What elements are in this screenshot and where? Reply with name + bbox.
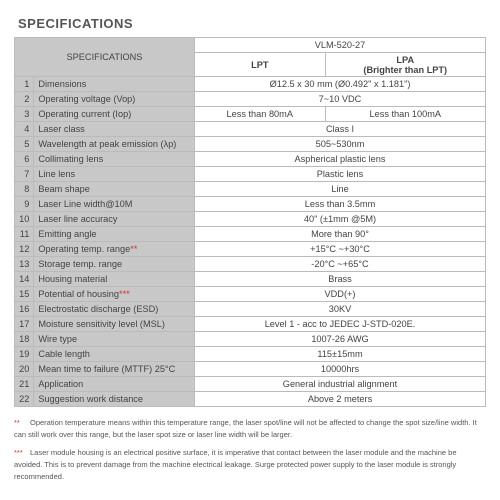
table-row: 7Line lensPlastic lens — [15, 167, 486, 182]
row-number: 7 — [15, 167, 34, 182]
row-number: 11 — [15, 227, 34, 242]
row-label: Collimating lens — [34, 152, 195, 167]
row-label: Laser class — [34, 122, 195, 137]
table-row: 10Laser line accuracy40" (±1mm @5M) — [15, 212, 486, 227]
row-number: 20 — [15, 362, 34, 377]
row-label: Potential of housing*** — [34, 287, 195, 302]
row-number: 1 — [15, 77, 34, 92]
row-label: Line lens — [34, 167, 195, 182]
header-col1: LPT — [195, 53, 326, 77]
row-label: Application — [34, 377, 195, 392]
row-value: 7~10 VDC — [195, 92, 486, 107]
row-value: Line — [195, 182, 486, 197]
table-row: 22Suggestion work distanceAbove 2 meters — [15, 392, 486, 407]
row-value: 10000hrs — [195, 362, 486, 377]
row-label: Laser line accuracy — [34, 212, 195, 227]
row-number: 5 — [15, 137, 34, 152]
row-value: General industrial alignment — [195, 377, 486, 392]
row-label: Moisture sensitivity level (MSL) — [34, 317, 195, 332]
row-label: Suggestion work distance — [34, 392, 195, 407]
table-row: 19Cable length115±15mm — [15, 347, 486, 362]
row-number: 22 — [15, 392, 34, 407]
row-number: 15 — [15, 287, 34, 302]
table-row: 18Wire type1007-26 AWG — [15, 332, 486, 347]
row-number: 19 — [15, 347, 34, 362]
table-row: 2Operating voltage (Vop)7~10 VDC — [15, 92, 486, 107]
row-value: 115±15mm — [195, 347, 486, 362]
table-row: 13Storage temp. range-20°C ~+65°C — [15, 257, 486, 272]
row-number: 2 — [15, 92, 34, 107]
page-title: SPECIFICATIONS — [18, 16, 486, 31]
row-value: Aspherical plastic lens — [195, 152, 486, 167]
row-value: Less than 3.5mm — [195, 197, 486, 212]
row-value: VDD(+) — [195, 287, 486, 302]
row-value: Less than 80mA — [195, 107, 326, 122]
row-number: 17 — [15, 317, 34, 332]
row-label: Emitting angle — [34, 227, 195, 242]
row-label: Cable length — [34, 347, 195, 362]
table-row: 15Potential of housing***VDD(+) — [15, 287, 486, 302]
row-value: 30KV — [195, 302, 486, 317]
row-number: 13 — [15, 257, 34, 272]
row-value: 1007-26 AWG — [195, 332, 486, 347]
row-value: 40" (±1mm @5M) — [195, 212, 486, 227]
table-row: 8Beam shapeLine — [15, 182, 486, 197]
row-number: 12 — [15, 242, 34, 257]
row-value: Plastic lens — [195, 167, 486, 182]
footnotes: **Operation temperature means within thi… — [14, 417, 486, 483]
row-number: 18 — [15, 332, 34, 347]
row-label: Operating current (Iop) — [34, 107, 195, 122]
row-number: 14 — [15, 272, 34, 287]
row-label: Dimensions — [34, 77, 195, 92]
table-row: 6Collimating lensAspherical plastic lens — [15, 152, 486, 167]
table-row: 1DimensionsØ12.5 x 30 mm (Ø0.492" x 1.18… — [15, 77, 486, 92]
table-row: 20Mean time to failure (MTTF) 25°C10000h… — [15, 362, 486, 377]
header-spec-label: SPECIFICATIONS — [15, 38, 195, 77]
table-row: 11Emitting angleMore than 90° — [15, 227, 486, 242]
row-label: Wavelength at peak emission (λp) — [34, 137, 195, 152]
row-label: Operating voltage (Vop) — [34, 92, 195, 107]
table-row: 17Moisture sensitivity level (MSL)Level … — [15, 317, 486, 332]
row-value: Level 1 - acc to JEDEC J-STD-020E. — [195, 317, 486, 332]
table-row: 21ApplicationGeneral industrial alignmen… — [15, 377, 486, 392]
row-label: Mean time to failure (MTTF) 25°C — [34, 362, 195, 377]
row-number: 4 — [15, 122, 34, 137]
table-row: 16Electrostatic discharge (ESD)30KV — [15, 302, 486, 317]
table-row: 3Operating current (Iop)Less than 80mALe… — [15, 107, 486, 122]
footnote-2: **Operation temperature means within thi… — [14, 417, 486, 441]
footnote-3: ***Laser module housing is an electrical… — [14, 447, 486, 483]
row-value: -20°C ~+65°C — [195, 257, 486, 272]
row-number: 3 — [15, 107, 34, 122]
row-number: 6 — [15, 152, 34, 167]
row-number: 21 — [15, 377, 34, 392]
table-row: 4Laser classClass I — [15, 122, 486, 137]
row-label: Laser Line width@10M — [34, 197, 195, 212]
row-number: 8 — [15, 182, 34, 197]
header-model: VLM-520-27 — [195, 38, 486, 53]
row-number: 16 — [15, 302, 34, 317]
row-number: 10 — [15, 212, 34, 227]
table-row: 12Operating temp. range**+15°C ~+30°C — [15, 242, 486, 257]
row-label: Wire type — [34, 332, 195, 347]
row-label: Beam shape — [34, 182, 195, 197]
table-row: 14Housing materialBrass — [15, 272, 486, 287]
row-value: Ø12.5 x 30 mm (Ø0.492" x 1.181") — [195, 77, 486, 92]
row-value: Class I — [195, 122, 486, 137]
table-row: 5Wavelength at peak emission (λp)505~530… — [15, 137, 486, 152]
header-col2: LPA (Brighter than LPT) — [325, 53, 485, 77]
row-number: 9 — [15, 197, 34, 212]
spec-table: SPECIFICATIONS VLM-520-27 LPT LPA (Brigh… — [14, 37, 486, 407]
row-value: Brass — [195, 272, 486, 287]
row-value: Above 2 meters — [195, 392, 486, 407]
row-label: Electrostatic discharge (ESD) — [34, 302, 195, 317]
row-value: Less than 100mA — [325, 107, 485, 122]
row-label: Storage temp. range — [34, 257, 195, 272]
table-row: 9Laser Line width@10MLess than 3.5mm — [15, 197, 486, 212]
row-value: 505~530nm — [195, 137, 486, 152]
row-value: More than 90° — [195, 227, 486, 242]
row-label: Housing material — [34, 272, 195, 287]
row-label: Operating temp. range** — [34, 242, 195, 257]
row-value: +15°C ~+30°C — [195, 242, 486, 257]
